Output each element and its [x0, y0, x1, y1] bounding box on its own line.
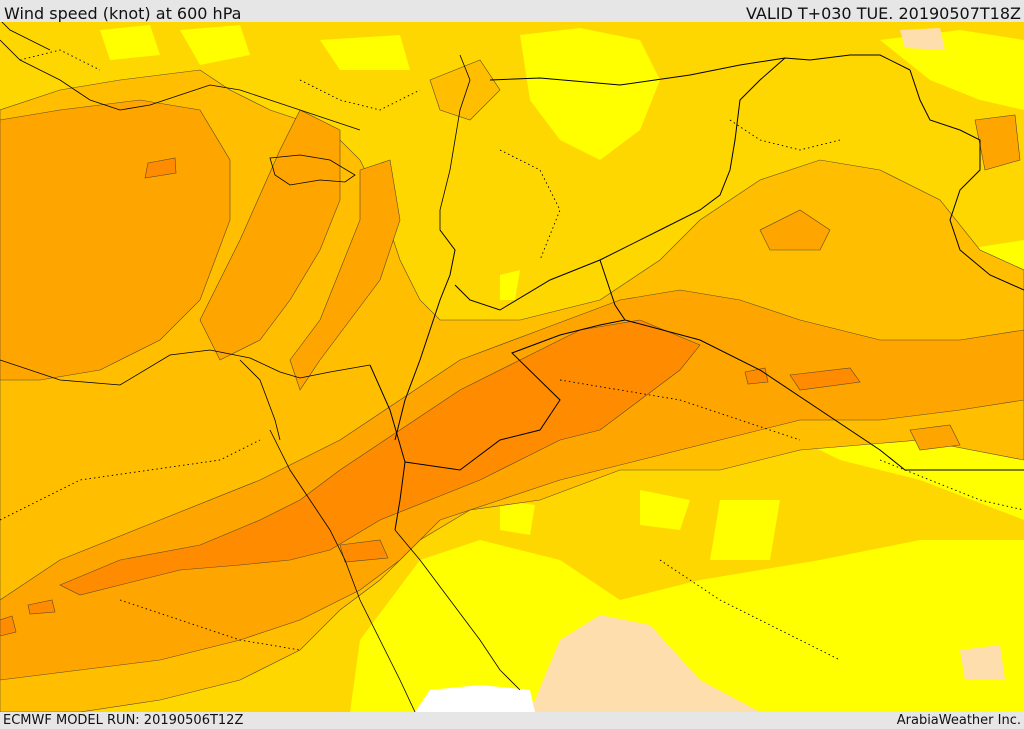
yellow-band-regions — [0, 25, 1024, 712]
credit-label: ArabiaWeather Inc. — [896, 713, 1021, 728]
coastlines — [0, 22, 521, 712]
model-run-label: ECMWF MODEL RUN: 20190506T12Z — [3, 713, 244, 728]
wind-speed-map[interactable] — [0, 22, 1024, 712]
valid-time: VALID T+030 TUE. 20190507T18Z — [745, 4, 1021, 23]
tan-band-small — [900, 28, 945, 50]
white-band-region — [415, 685, 535, 712]
chart-title: Wind speed (knot) at 600 hPa — [4, 4, 242, 23]
tan-band-region — [530, 615, 760, 712]
tan-band-east — [960, 645, 1005, 680]
footer-bar: ECMWF MODEL RUN: 20190506T12Z ArabiaWeat… — [0, 712, 1024, 729]
admin-boundaries — [0, 49, 1024, 661]
dark-orange-band-regions — [0, 157, 861, 637]
country-borders — [369, 54, 1024, 531]
header-bar: Wind speed (knot) at 600 hPa VALID T+030… — [0, 0, 1024, 23]
